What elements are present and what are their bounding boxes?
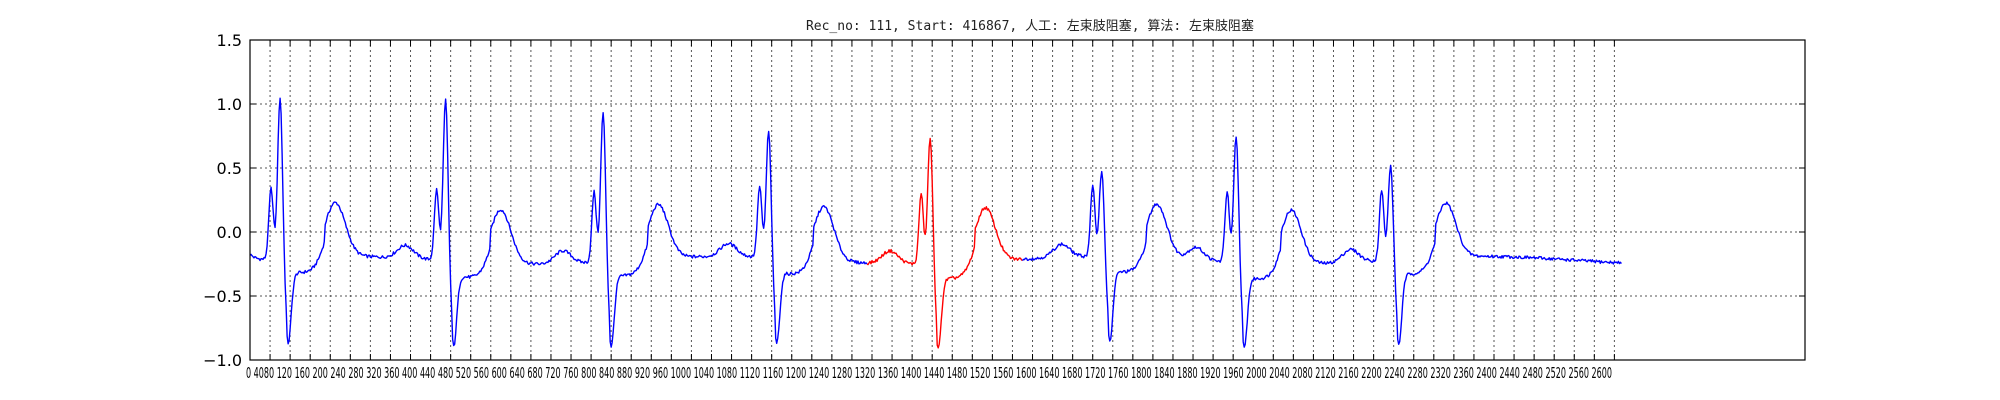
plot-frame (249, 39, 1806, 361)
y-tick-label: −1.0 (203, 351, 242, 370)
y-tick-label: 1.0 (217, 95, 242, 114)
ecg-series-1 (866, 137, 1023, 349)
ecg-series-2 (1021, 136, 1622, 348)
y-tick-label: 0.5 (217, 159, 242, 178)
x-tick-labels: 0 4080 120 160 200 240 280 320 360 400 4… (246, 364, 1612, 382)
x-axis: 0 4080 120 160 200 240 280 320 360 400 4… (246, 40, 1615, 382)
grid-lines (250, 40, 1805, 360)
y-tick-label: −0.5 (203, 287, 242, 306)
series-group (249, 97, 1622, 349)
y-tick-label: 0.0 (217, 223, 242, 242)
y-axis: −1.0 −0.5 0.0 0.5 1.0 1.5 (203, 31, 1805, 370)
chart-title: Rec_no: 111, Start: 416867, 人工: 左束肢阻塞, 算… (806, 18, 1254, 34)
ecg-series-0 (249, 97, 868, 348)
y-tick-label: 1.5 (217, 31, 242, 50)
